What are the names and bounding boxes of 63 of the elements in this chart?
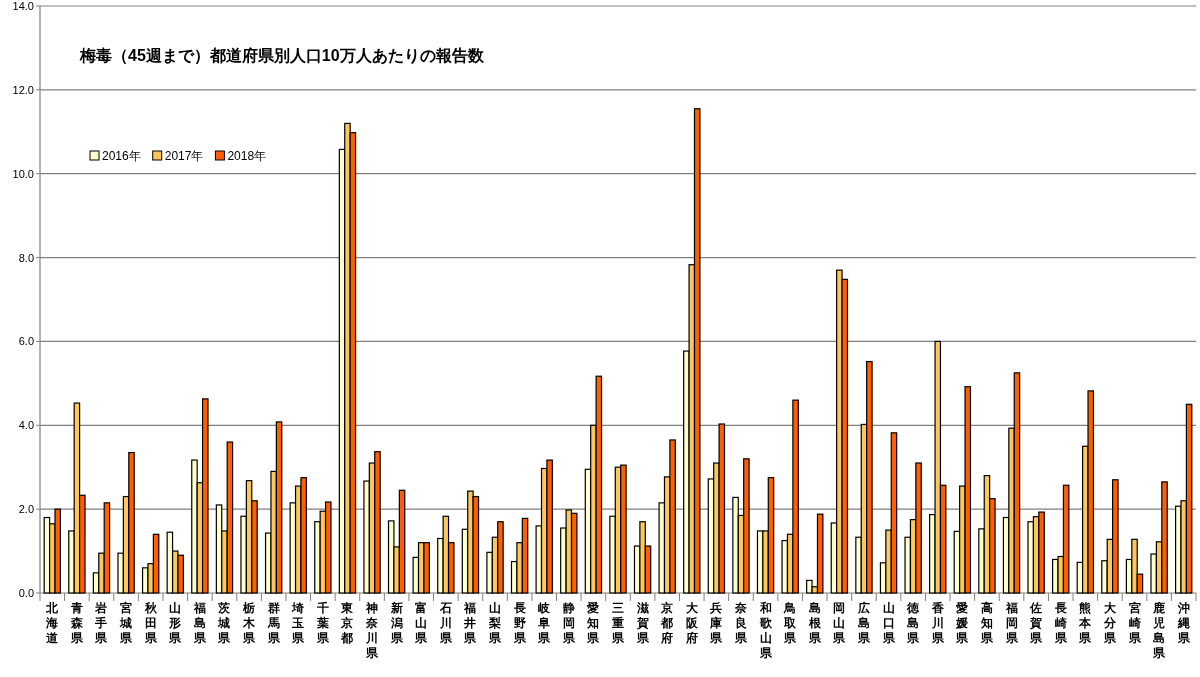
- x-tick-label: 岩手県: [94, 601, 109, 645]
- text: 梅毒（45週まで）都道府県別人口10万人あたりの報告数: [79, 46, 485, 65]
- legend-label: 2017年: [164, 149, 204, 163]
- x-tick-label: 広島県: [856, 601, 871, 645]
- x-tick-label: 福島県: [192, 601, 207, 645]
- x-tick-label: 長野県: [512, 601, 527, 645]
- x-tick-label: 茨城県: [217, 601, 232, 645]
- y-tick-label: 12.0: [12, 83, 34, 96]
- x-tick-label: 秋田県: [143, 601, 158, 645]
- x-tick-label: 宮崎県: [1127, 601, 1142, 645]
- x-tick-label: 島根県: [807, 601, 822, 645]
- x-tick-label: 石川県: [438, 601, 453, 645]
- x-tick-label: 岡山県: [832, 601, 847, 645]
- x-tick-label: 埼玉県: [291, 601, 306, 645]
- bar: [191, 459, 198, 594]
- bar: [732, 496, 739, 594]
- x-tick-label: 大分県: [1102, 601, 1117, 645]
- x-tick-label: 長崎県: [1053, 601, 1068, 645]
- legend-label: 2018年: [227, 149, 267, 163]
- x-tick-label: 和歌山県: [758, 601, 773, 660]
- x-tick-label: 京都府: [660, 601, 674, 645]
- x-tick-label: 神奈川県: [365, 601, 380, 660]
- bar: [806, 579, 813, 594]
- x-tick-label: 新潟県: [389, 601, 404, 645]
- y-tick-label: 4.0: [18, 419, 34, 432]
- x-tick-label: 福井県: [463, 601, 478, 645]
- x-tick-label: 佐賀県: [1029, 601, 1044, 645]
- x-tick-label: 山口県: [881, 601, 896, 645]
- x-tick-label: 愛媛県: [955, 601, 970, 645]
- x-tick-label: 栃木県: [242, 601, 257, 645]
- x-tick-label: 山形県: [168, 601, 183, 645]
- x-tick-label: 三重県: [611, 601, 625, 645]
- x-tick-label: 群馬県: [266, 601, 281, 645]
- x-tick-label: 山梨県: [488, 601, 503, 645]
- x-tick-label: 富山県: [414, 601, 429, 645]
- x-tick-label: 福岡県: [1004, 601, 1019, 645]
- x-tick-label: 宮城県: [119, 601, 134, 645]
- x-tick-label: 奈良県: [733, 601, 748, 645]
- x-tick-label: 千葉県: [315, 601, 330, 645]
- y-tick-label: 2.0: [18, 503, 34, 516]
- x-tick-label: 鳥取県: [783, 601, 798, 645]
- y-tick-label: 0.0: [18, 587, 34, 599]
- x-tick-label: 青森県: [69, 601, 84, 645]
- x-tick-label: 滋賀県: [635, 601, 650, 645]
- y-tick-label: 8.0: [18, 251, 34, 264]
- x-tick-label: 岐阜県: [537, 601, 552, 645]
- x-tick-label: 東京都: [340, 601, 355, 645]
- x-tick-label: 高知県: [979, 601, 994, 645]
- x-tick-label: 沖縄県: [1176, 601, 1191, 645]
- x-tick-label: 愛知県: [586, 601, 601, 645]
- legend-label: 2016年: [102, 149, 141, 163]
- x-tick-label: 香川県: [930, 601, 945, 645]
- x-tick-label: 兵庫県: [709, 601, 724, 645]
- x-tick-label: 大阪府: [684, 601, 699, 645]
- x-tick-label: 徳島県: [906, 601, 921, 645]
- x-tick-label: 熊本県: [1078, 601, 1093, 645]
- x-tick-label: 北海道: [45, 601, 60, 645]
- y-tick-label: 10.0: [12, 167, 34, 180]
- bar: [201, 398, 209, 594]
- y-tick-label: 14.0: [12, 0, 34, 12]
- x-tick-label: 鹿児島県: [1152, 601, 1167, 660]
- x-tick-label: 静岡県: [561, 601, 576, 645]
- y-tick-label: 6.0: [18, 335, 34, 348]
